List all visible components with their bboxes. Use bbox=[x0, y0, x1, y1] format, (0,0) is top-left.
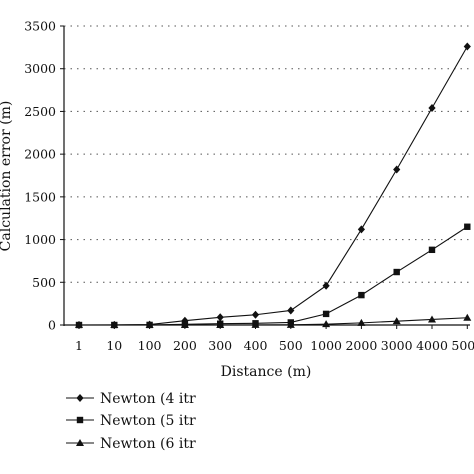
square-marker bbox=[358, 291, 365, 299]
y-tick-label: 1000 bbox=[24, 232, 56, 247]
triangle-marker bbox=[216, 321, 225, 328]
x-tick-label: 100 bbox=[138, 338, 162, 353]
y-axis-ticks: 0 500 1000 1500 2000 2500 3000 3500 bbox=[24, 19, 64, 333]
x-tick-label: 200 bbox=[173, 338, 197, 353]
diamond-marker bbox=[322, 281, 330, 290]
triangle-marker bbox=[463, 313, 472, 321]
triangle-marker bbox=[76, 439, 84, 446]
triangle-marker bbox=[110, 321, 119, 328]
square-marker bbox=[76, 416, 84, 424]
square-marker bbox=[428, 246, 436, 254]
diamond-marker bbox=[287, 306, 295, 315]
diamond-marker bbox=[428, 104, 436, 113]
legend-label: Newton (5 itr bbox=[100, 413, 196, 429]
legend-item: Newton (6 itr bbox=[66, 436, 196, 452]
series-lines bbox=[75, 42, 472, 329]
y-tick-label: 3000 bbox=[24, 61, 56, 76]
y-axis-label: Calculation error (m) bbox=[0, 101, 14, 252]
square-marker bbox=[393, 268, 400, 276]
diamond-marker bbox=[393, 165, 401, 174]
x-tick-label: 500 bbox=[279, 338, 303, 353]
legend-item: Newton (5 itr bbox=[66, 413, 196, 429]
legend-item: Newton (4 itr bbox=[66, 391, 196, 407]
y-tick-label: 2500 bbox=[24, 104, 56, 119]
x-tick-label: 5000 bbox=[451, 338, 474, 353]
x-tick-label: 1 bbox=[75, 338, 83, 353]
x-axis-label: Distance (m) bbox=[221, 364, 312, 380]
triangle-marker bbox=[357, 318, 366, 326]
x-tick-label: 2000 bbox=[345, 338, 377, 353]
diamond-marker bbox=[463, 42, 471, 51]
triangle-marker bbox=[180, 321, 189, 328]
y-tick-label: 500 bbox=[32, 275, 56, 290]
triangle-marker bbox=[75, 321, 83, 328]
triangle-marker bbox=[322, 320, 331, 328]
series-line bbox=[79, 317, 468, 326]
square-marker bbox=[322, 310, 330, 318]
triangle-marker bbox=[428, 315, 436, 323]
x-tick-label: 10 bbox=[106, 338, 122, 353]
series-1 bbox=[75, 42, 471, 329]
x-tick-label: 4000 bbox=[416, 338, 448, 353]
series-3 bbox=[75, 313, 472, 328]
legend-label: Newton (6 itr bbox=[100, 436, 196, 452]
triangle-marker bbox=[392, 317, 401, 325]
x-tick-label: 300 bbox=[208, 338, 232, 353]
triangle-marker bbox=[251, 320, 260, 328]
y-tick-label: 3500 bbox=[24, 19, 56, 34]
diamond-marker bbox=[357, 225, 365, 234]
diamond-marker bbox=[251, 310, 260, 319]
series-line bbox=[78, 46, 468, 326]
legend-label: Newton (4 itr bbox=[100, 391, 196, 407]
x-tick-label: 1000 bbox=[310, 338, 342, 353]
x-tick-label: 400 bbox=[244, 338, 268, 353]
series-line bbox=[79, 226, 468, 326]
square-marker bbox=[464, 223, 471, 230]
triangle-marker bbox=[145, 321, 154, 328]
gridlines bbox=[64, 25, 470, 283]
diamond-marker bbox=[76, 394, 84, 402]
y-tick-label: 2000 bbox=[24, 147, 56, 162]
y-tick-label: 0 bbox=[48, 318, 56, 333]
y-tick-label: 1500 bbox=[24, 189, 56, 204]
diamond-marker bbox=[216, 313, 224, 322]
triangle-marker bbox=[286, 320, 295, 328]
x-tick-label: 3000 bbox=[381, 338, 413, 353]
legend: Newton (4 itr Newton (5 itr Newton (6 itr bbox=[66, 391, 196, 452]
